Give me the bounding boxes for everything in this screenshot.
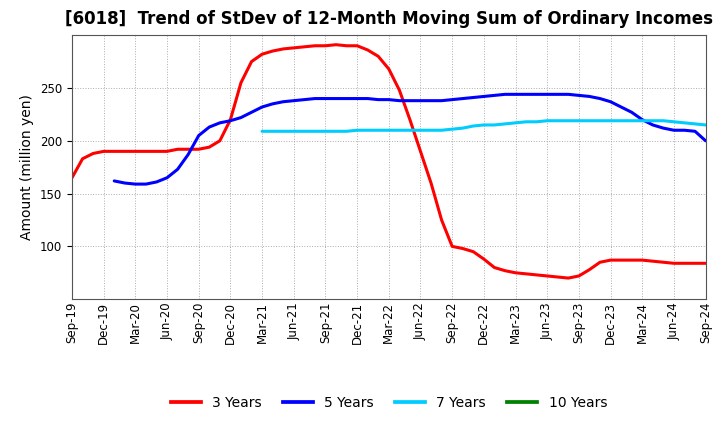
7 Years (554, 118, 562, 123)
7 Years (342, 128, 351, 134)
5 Years (374, 97, 382, 102)
7 Years (332, 128, 341, 134)
7 Years (638, 118, 647, 123)
5 Years (110, 178, 119, 183)
7 Years (416, 128, 425, 133)
5 Years (543, 92, 552, 97)
7 Years (585, 118, 594, 123)
7 Years (480, 122, 488, 128)
7 Years (543, 118, 552, 123)
5 Years (532, 92, 541, 97)
7 Years (511, 120, 520, 125)
7 Years (384, 128, 393, 133)
3 Years (332, 42, 341, 48)
7 Years (606, 118, 615, 123)
Line: 5 Years: 5 Years (114, 94, 706, 184)
Legend: 3 Years, 5 Years, 7 Years, 10 Years: 3 Years, 5 Years, 7 Years, 10 Years (165, 391, 613, 416)
7 Years (469, 123, 477, 128)
7 Years (701, 122, 710, 128)
3 Years (289, 45, 298, 51)
7 Years (353, 128, 361, 133)
3 Years (459, 246, 467, 251)
Line: 3 Years: 3 Years (72, 45, 706, 278)
Title: [6018]  Trend of StDev of 12-Month Moving Sum of Ordinary Incomes: [6018] Trend of StDev of 12-Month Moving… (65, 10, 713, 28)
7 Years (279, 128, 287, 134)
7 Years (269, 128, 277, 134)
7 Years (448, 127, 456, 132)
7 Years (289, 128, 298, 134)
7 Years (395, 128, 404, 133)
7 Years (575, 118, 583, 123)
3 Years (701, 260, 710, 266)
7 Years (364, 128, 372, 133)
7 Years (532, 119, 541, 125)
7 Years (649, 118, 657, 123)
7 Years (490, 122, 499, 128)
7 Years (374, 128, 382, 133)
5 Years (279, 99, 287, 104)
7 Years (500, 121, 509, 127)
7 Years (670, 119, 678, 125)
5 Years (142, 181, 150, 187)
7 Years (627, 118, 636, 123)
Y-axis label: Amount (million yen): Amount (million yen) (20, 94, 35, 240)
3 Years (68, 175, 76, 180)
7 Years (405, 128, 414, 133)
7 Years (459, 125, 467, 131)
7 Years (659, 118, 667, 123)
3 Years (564, 275, 572, 281)
3 Years (638, 257, 647, 263)
7 Years (595, 118, 604, 123)
7 Years (300, 128, 309, 134)
5 Years (152, 180, 161, 185)
7 Years (680, 120, 689, 125)
7 Years (690, 121, 699, 127)
3 Years (215, 138, 224, 143)
3 Years (416, 149, 425, 154)
7 Years (564, 118, 572, 123)
7 Years (437, 128, 446, 133)
5 Years (500, 92, 509, 97)
7 Years (522, 119, 531, 125)
7 Years (310, 128, 319, 134)
5 Years (701, 138, 710, 143)
7 Years (617, 118, 626, 123)
7 Years (427, 128, 436, 133)
3 Years (194, 147, 203, 152)
5 Years (131, 181, 140, 187)
7 Years (321, 128, 330, 134)
Line: 7 Years: 7 Years (262, 121, 706, 131)
7 Years (258, 128, 266, 134)
